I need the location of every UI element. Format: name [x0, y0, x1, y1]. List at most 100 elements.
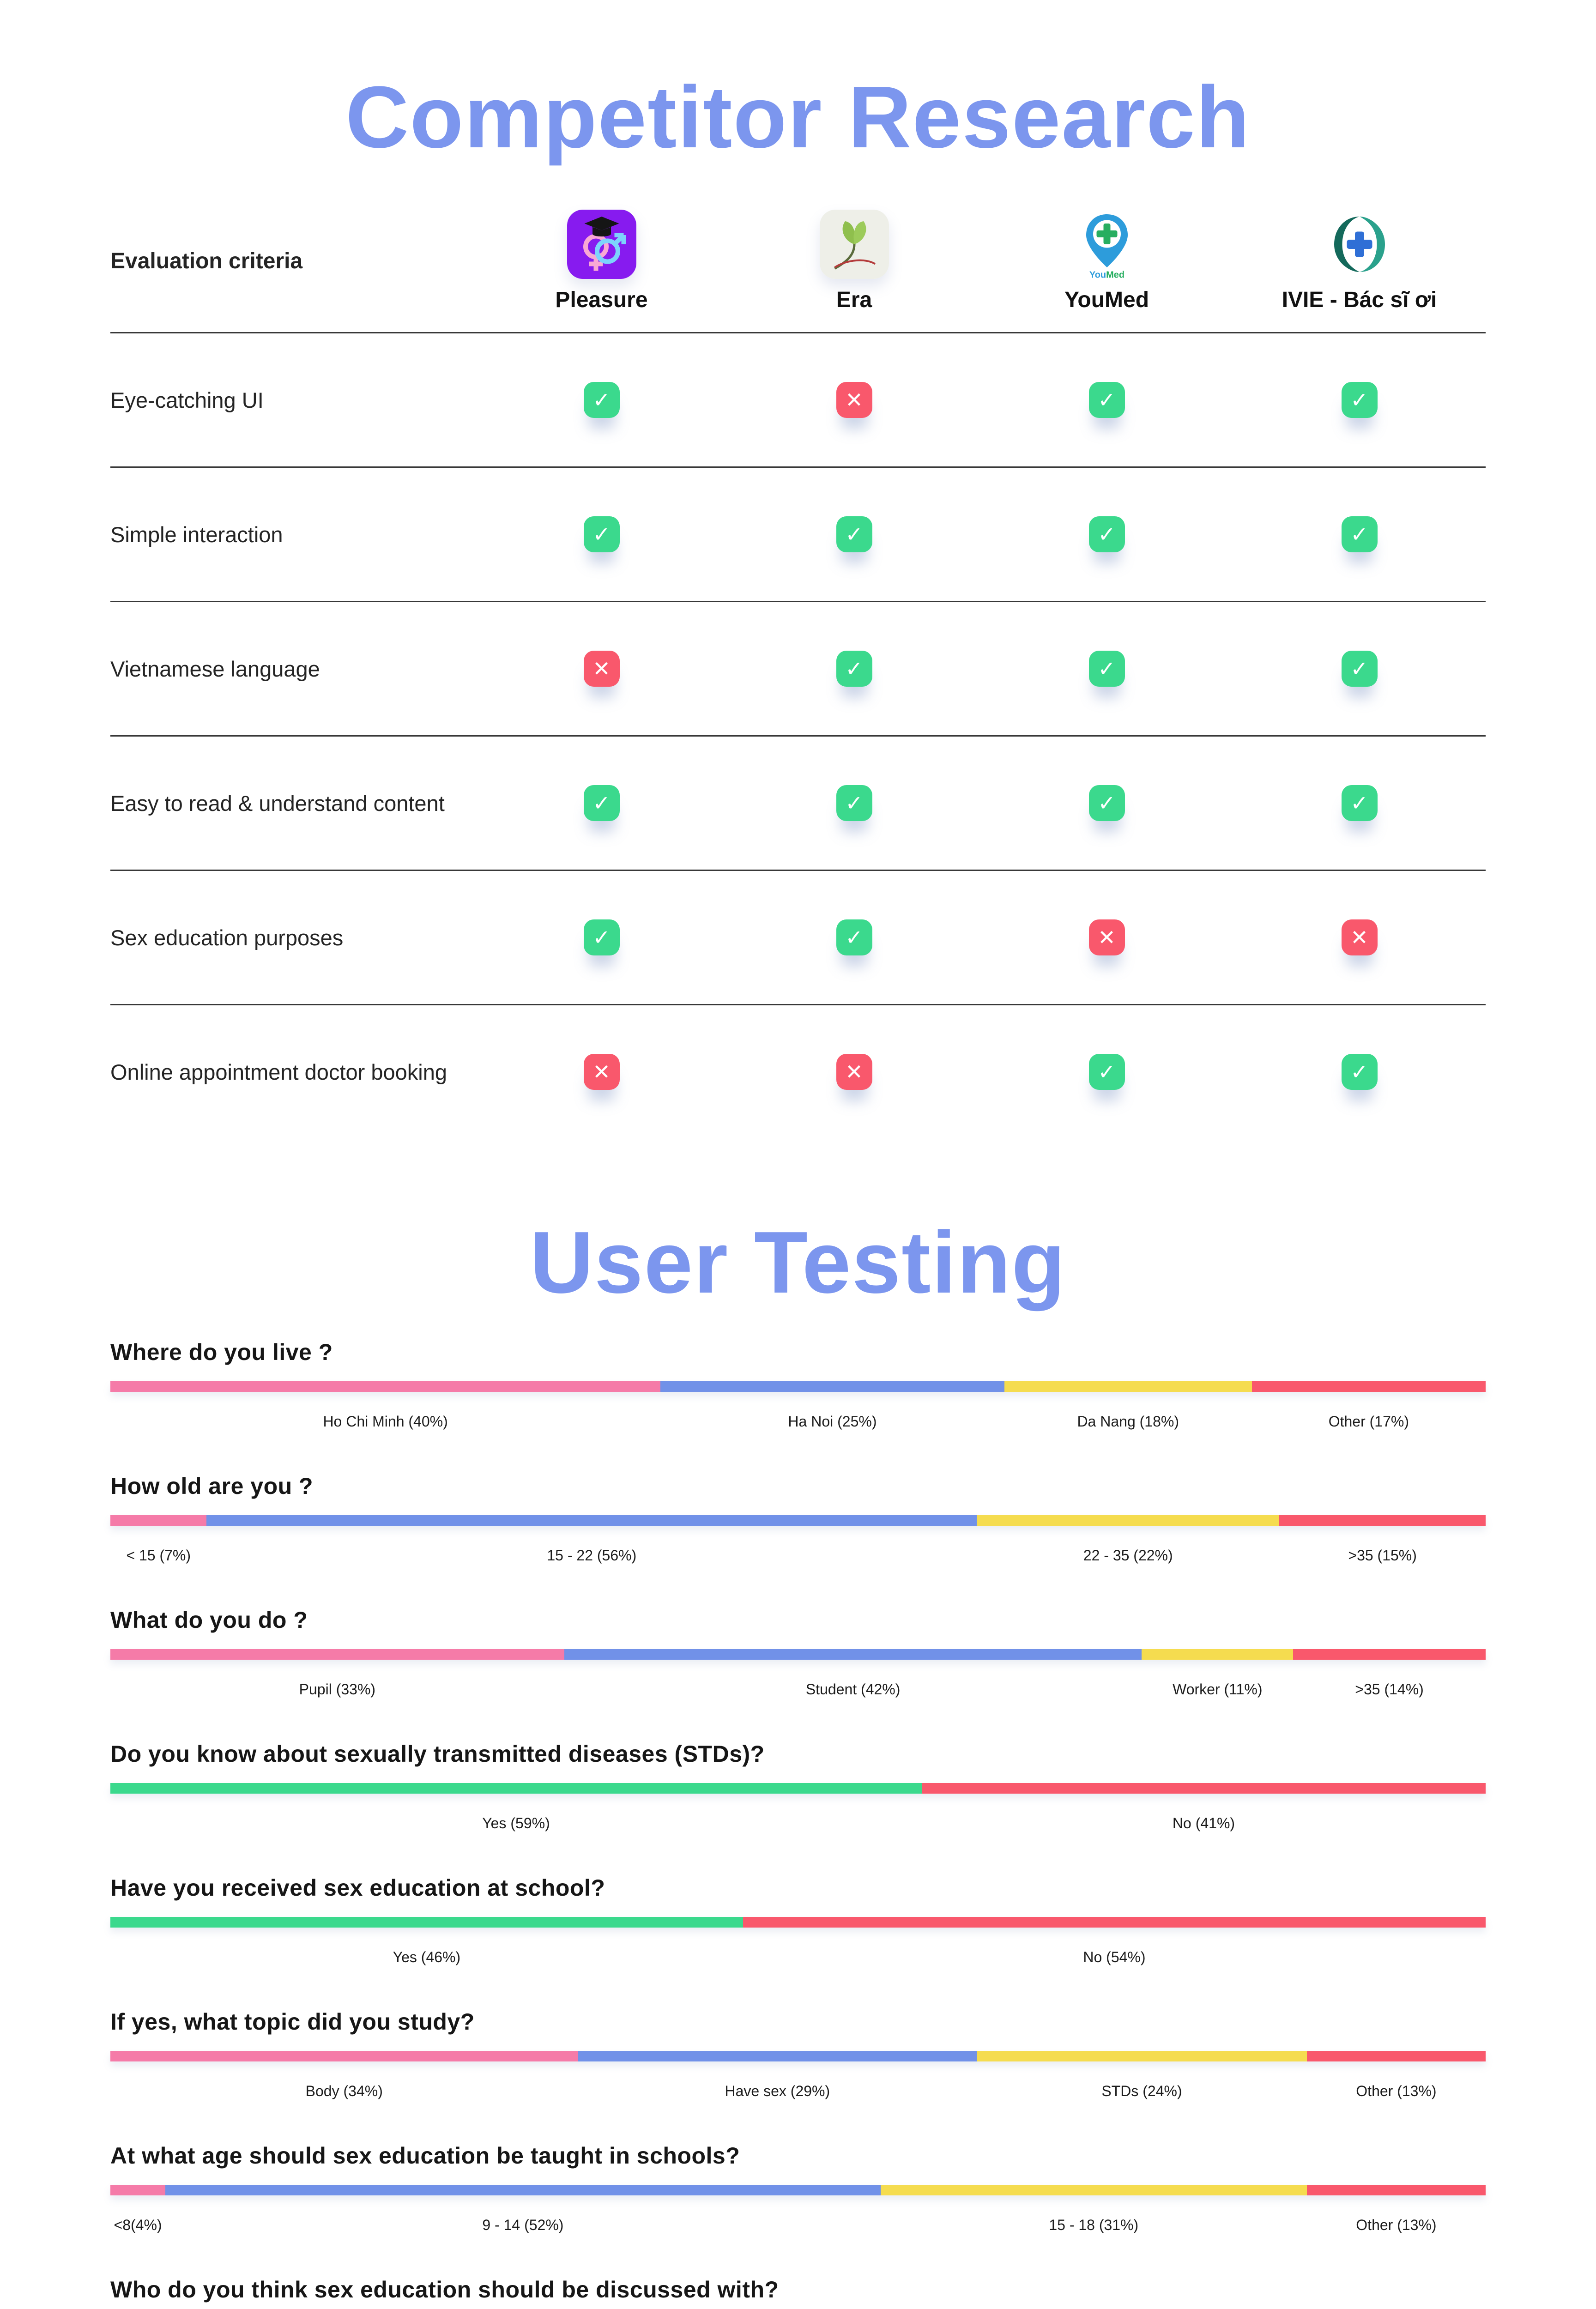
- content-column: Competitor Research Evaluation criteria: [0, 69, 1596, 2309]
- criteria-row: Online appointment doctor booking ✕ ✕ ✓ ✓: [110, 1005, 1486, 1138]
- segment-label: Pupil (33%): [299, 1681, 376, 1698]
- bar-segment-blue: [564, 1649, 1142, 1660]
- stacked-bar: [110, 1783, 1486, 1794]
- segment-label: Student (42%): [805, 1681, 901, 1698]
- criteria-label: Vietnamese language: [110, 656, 320, 681]
- cross-icon: ✕: [1341, 919, 1378, 955]
- question-title: At what age should sex education be taug…: [110, 2143, 740, 2169]
- question-title: Who do you think sex education should be…: [110, 2277, 779, 2303]
- criteria-cell: ✓: [980, 1054, 1233, 1090]
- bar-segment-red: [743, 1917, 1486, 1928]
- criteria-cell: ✓: [475, 382, 728, 418]
- app-column-pleasure: Pleasure: [475, 210, 728, 313]
- criteria-cell: ✓: [728, 919, 980, 955]
- user-testing-title: User Testing: [530, 1214, 1066, 1312]
- app-name-pleasure: Pleasure: [555, 288, 648, 312]
- criteria-cell: ✕: [728, 382, 980, 418]
- competitor-table-header: Evaluation criteria Pleasure: [110, 210, 1486, 333]
- app-name-era: Era: [836, 288, 872, 312]
- survey-question: What do you do ? Pupil (33%) Student (42%)…: [110, 1607, 1486, 1700]
- bar-segment-pink: [110, 2051, 578, 2061]
- segment-label: Body (34%): [305, 2083, 383, 2099]
- criteria-cell: ✓: [980, 382, 1233, 418]
- bar-segment-blue: [206, 1515, 977, 1526]
- segment-label: Have sex (29%): [725, 2083, 830, 2099]
- criteria-cell: ✓: [1233, 1054, 1486, 1090]
- segment-label: >35 (15%): [1348, 1547, 1417, 1564]
- bar-segment-pink: [110, 2185, 166, 2195]
- segment-label: No (54%): [1083, 1949, 1146, 1965]
- bar-segment-yellow: [880, 2185, 1307, 2195]
- question-title: Have you received sex education at schoo…: [110, 1875, 605, 1901]
- segment-label: >35 (14%): [1355, 1681, 1424, 1698]
- question-title: Do you know about sexually transmitted d…: [110, 1741, 765, 1767]
- criteria-cell: ✓: [1233, 785, 1486, 821]
- ivie-app-icon: [1334, 217, 1385, 272]
- criteria-cell: ✓: [980, 651, 1233, 687]
- competitor-research-title: Competitor Research: [345, 68, 1251, 166]
- cross-icon: ✕: [836, 382, 872, 418]
- check-icon: ✓: [583, 919, 620, 955]
- criteria-label: Sex education purposes: [110, 925, 344, 950]
- survey-question: Who do you think sex education should be…: [110, 2276, 1486, 2309]
- era-app-icon: [819, 210, 889, 279]
- question-title: What do you do ?: [110, 1607, 308, 1633]
- criteria-row: Vietnamese language ✕ ✓ ✓ ✓: [110, 602, 1486, 737]
- segment-label: 15 - 22 (56%): [547, 1547, 637, 1564]
- bar-segment-red: [1306, 2185, 1486, 2195]
- stacked-bar: [110, 1649, 1486, 1660]
- criteria-label: Eye-catching UI: [110, 387, 264, 412]
- criteria-cell: ✕: [475, 1054, 728, 1090]
- bar-labels: Ho Chi Minh (40%) Ha Noi (25%) Da Nang (18…: [110, 1413, 1486, 1433]
- segment-label: 9 - 14 (52%): [482, 2217, 564, 2233]
- criteria-cell: ✓: [1233, 651, 1486, 687]
- stacked-bar: [110, 2051, 1486, 2061]
- stacked-bar: [110, 1917, 1486, 1928]
- cross-icon: ✕: [836, 1054, 872, 1090]
- criteria-header-label: Evaluation criteria: [110, 249, 303, 273]
- check-icon: ✓: [1088, 516, 1125, 552]
- check-icon: ✓: [1088, 651, 1125, 687]
- stacked-bar: [110, 2185, 1486, 2195]
- bar-segment-pink: [110, 1515, 207, 1526]
- criteria-cell: ✕: [980, 919, 1233, 955]
- bar-segment-blue: [660, 1381, 1004, 1392]
- competitor-table-body: Eye-catching UI ✓ ✕ ✓ ✓ Simple interaction ✓ ✓ ✓…: [110, 333, 1486, 1138]
- segment-label: < 15 (7%): [126, 1547, 191, 1564]
- app-name-youmed: YouMed: [1064, 288, 1149, 312]
- check-icon: ✓: [836, 651, 872, 687]
- check-icon: ✓: [1341, 651, 1378, 687]
- question-title: Where do you live ?: [110, 1339, 333, 1365]
- criteria-cell: ✓: [728, 516, 980, 552]
- criteria-cell: ✓: [1233, 382, 1486, 418]
- check-icon: ✓: [836, 516, 872, 552]
- check-icon: ✓: [1088, 1054, 1125, 1090]
- segment-label: Yes (59%): [482, 1815, 550, 1831]
- survey-question: Where do you live ? Ho Chi Minh (40%) Ha N…: [110, 1339, 1486, 1433]
- app-column-era: Era: [728, 210, 980, 313]
- check-icon: ✓: [1341, 1054, 1378, 1090]
- cross-icon: ✕: [583, 651, 620, 687]
- bar-segment-red: [922, 1783, 1486, 1794]
- criteria-cell: ✓: [475, 516, 728, 552]
- bar-segment-green: [110, 1917, 743, 1928]
- check-icon: ✓: [1088, 382, 1125, 418]
- segment-label: No (41%): [1172, 1815, 1235, 1831]
- bar-segment-yellow: [977, 1515, 1280, 1526]
- bar-segment-blue: [578, 2051, 977, 2061]
- bar-segment-yellow: [977, 2051, 1307, 2061]
- segment-label: Other (17%): [1328, 1413, 1409, 1430]
- check-icon: ✓: [1341, 516, 1378, 552]
- bar-labels: Yes (46%) No (54%): [110, 1949, 1486, 1968]
- criteria-cell: ✕: [1233, 919, 1486, 955]
- criteria-label: Online appointment doctor booking: [110, 1059, 447, 1084]
- survey-results: Where do you live ? Ho Chi Minh (40%) Ha N…: [110, 1339, 1486, 2309]
- segment-label: Ha Noi (25%): [788, 1413, 877, 1430]
- bar-segment-red: [1251, 1381, 1486, 1392]
- stacked-bar: [110, 1515, 1486, 1526]
- criteria-cell: ✕: [475, 651, 728, 687]
- criteria-row: Sex education purposes ✓ ✓ ✕ ✕: [110, 871, 1486, 1005]
- check-icon: ✓: [836, 785, 872, 821]
- bar-segment-red: [1279, 1515, 1486, 1526]
- criteria-cell: ✓: [728, 651, 980, 687]
